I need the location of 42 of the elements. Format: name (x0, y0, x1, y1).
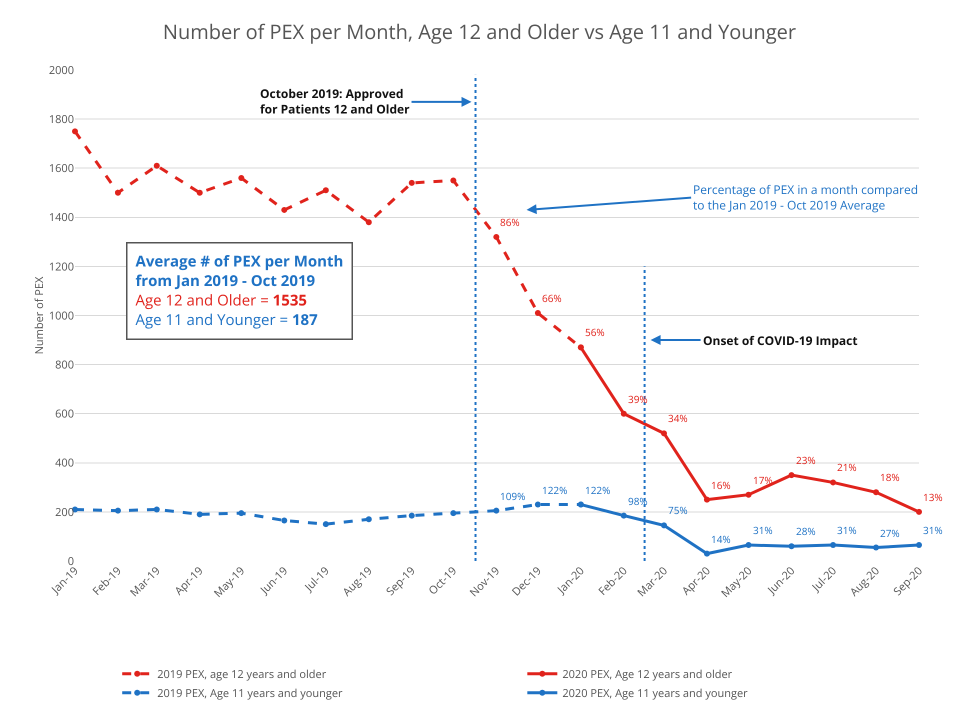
y-tick-label: 200 (55, 504, 74, 520)
y-tick-label: 0 (68, 554, 74, 569)
y-tick-label: 2000 (48, 62, 74, 78)
y-tick-label: 1800 (48, 112, 74, 127)
annotation: Percentage of PEX in a month compared to the Jan 2019 - Oct 2019 Average (693, 181, 918, 214)
y-tick-label: 400 (55, 456, 74, 471)
annotation: 21% (837, 460, 857, 474)
annotation: 39% (628, 392, 648, 406)
annotation: 31% (837, 523, 857, 537)
annotation: 66% (542, 291, 562, 305)
annotation: 56% (585, 325, 605, 339)
legend-label: 2020 PEX, Age 11 years and younger (562, 686, 748, 701)
chart-title: Number of PEX per Month, Age 12 and Older vs Age 11 and Younger (162, 18, 796, 46)
ref-line-label: October 2019: Approved for Patients 12 and Older (260, 85, 410, 118)
annotation: 75% (668, 503, 688, 517)
ref-line-label: Onset of COVID-19 Impact (703, 332, 858, 349)
annotation: 28% (796, 524, 816, 538)
y-tick-label: 1400 (48, 210, 74, 226)
annotation: 34% (668, 411, 688, 425)
annotation: 18% (880, 470, 900, 484)
annotation: 14% (711, 532, 731, 546)
annotation: 122% (585, 483, 610, 497)
legend-label: 2020 PEX, Age 12 years and older (562, 666, 733, 682)
annotation: 16% (711, 478, 731, 492)
legend-label: 2019 PEX, age 12 years and older (157, 666, 327, 682)
y-tick-label: 1200 (48, 259, 74, 274)
annotation: 122% (542, 483, 568, 497)
annotation: 86% (500, 215, 520, 229)
annotation: 17% (753, 473, 773, 487)
annotation: 23% (796, 453, 816, 467)
annotation: 27% (880, 526, 900, 540)
y-tick-label: 600 (55, 406, 74, 422)
legend-label: 2019 PEX, Age 11 years and younger (157, 686, 344, 701)
annotation: 31% (923, 523, 943, 537)
annotation: 31% (753, 523, 773, 537)
y-tick-label: 800 (55, 357, 74, 372)
y-axis-title: Number of PEX (32, 276, 47, 354)
annotation: 109% (500, 489, 526, 503)
annotation: 13% (923, 490, 943, 504)
annotation: Average # of PEX per Month from Jan 2019 - Oct 2019 Age 12 and Older = 1535 Age 11 and Younger = 187 (136, 252, 344, 330)
y-tick-label: 1600 (48, 161, 74, 176)
y-tick-label: 1000 (48, 308, 74, 324)
